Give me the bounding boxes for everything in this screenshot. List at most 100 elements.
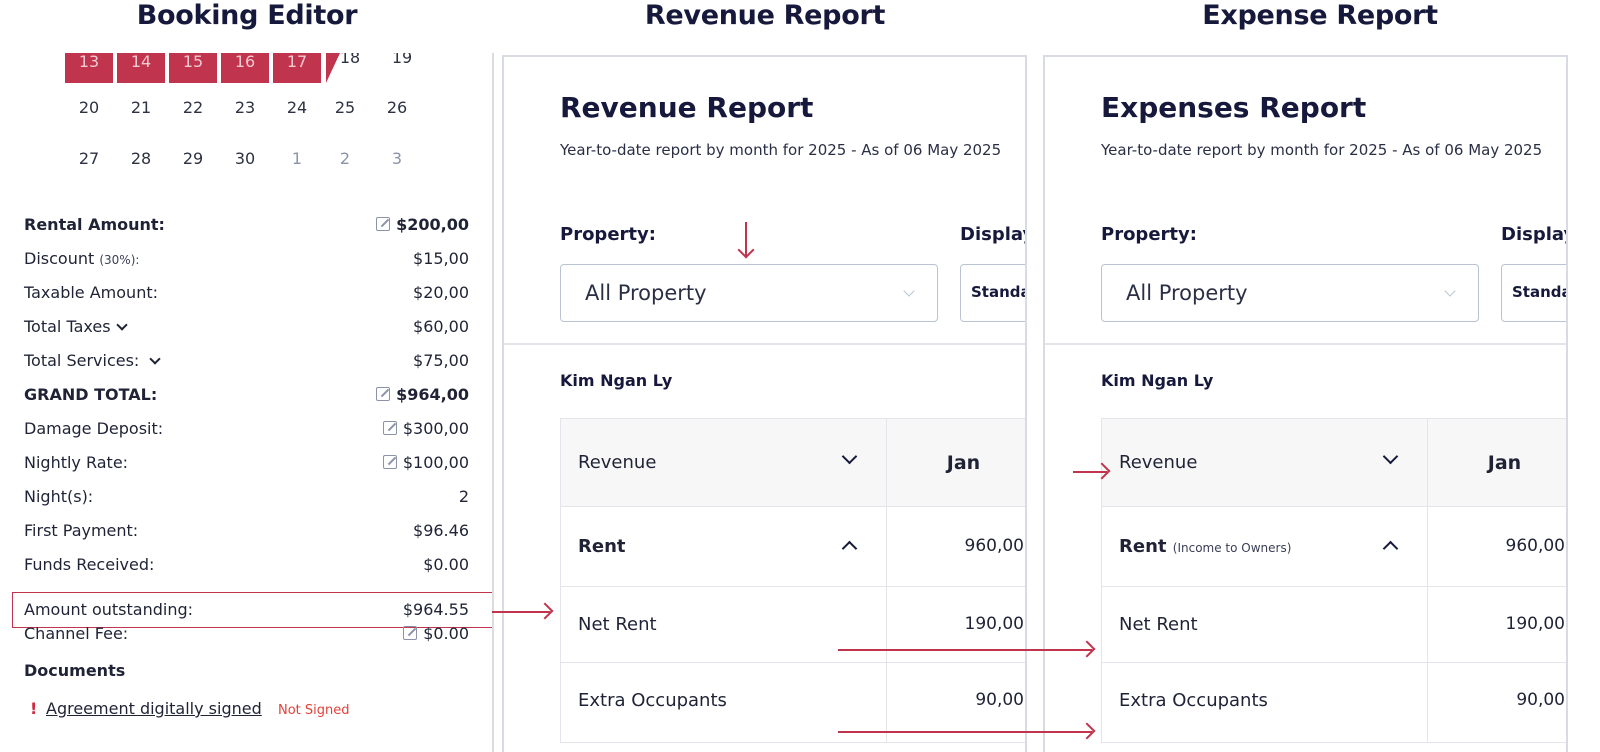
calendar-day[interactable]: 27: [78, 149, 100, 168]
first-payment-value: $96.46: [413, 521, 469, 540]
total-services-row[interactable]: Total Services: $75,00: [24, 346, 469, 376]
documents-row: Documents: [24, 656, 469, 686]
checkout-flag-icon: [326, 53, 340, 83]
rental-amount-value: $200,00: [396, 215, 469, 234]
calendar-day[interactable]: 22: [182, 98, 204, 117]
property-select[interactable]: All Property: [560, 264, 938, 322]
total-taxes-row[interactable]: Total Taxes $60,00: [24, 312, 469, 342]
nightly-rate-label: Nightly Rate:: [24, 453, 129, 472]
calendar-day-selected[interactable]: 15: [169, 53, 217, 83]
row-label: Extra Occupants: [578, 690, 727, 711]
calendar-day[interactable]: 24: [286, 98, 308, 117]
funds-received-value: $0.00: [423, 555, 469, 574]
property-label: Property:: [560, 224, 656, 245]
section-divider: [504, 343, 1025, 345]
annotation-arrow-right: [838, 649, 1092, 651]
chevron-up-icon[interactable]: [1382, 540, 1399, 557]
row-value: 960,00: [1505, 536, 1565, 556]
edit-icon[interactable]: [376, 387, 391, 401]
chevron-down-icon[interactable]: [149, 353, 161, 365]
amount-outstanding-label: Amount outstanding:: [24, 600, 194, 619]
calendar-day-selected[interactable]: 16: [221, 53, 269, 83]
display-label: Display: [1501, 224, 1568, 245]
chevron-down-icon[interactable]: [1382, 448, 1399, 465]
grand-total-value: $964,00: [396, 385, 469, 404]
table-row: Extra Occupants 90,00: [1101, 663, 1566, 743]
booking-editor-heading: Booking Editor: [136, 0, 358, 31]
row-label: Extra Occupants: [1119, 690, 1268, 711]
calendar-day[interactable]: 21: [130, 98, 152, 117]
chevron-down-icon[interactable]: [115, 319, 128, 331]
property-select[interactable]: All Property: [1101, 264, 1479, 322]
calendar-day[interactable]: 25: [334, 98, 356, 117]
calendar-day-next-month[interactable]: 3: [391, 149, 403, 168]
total-taxes-value: $60,00: [413, 317, 469, 336]
channel-fee-label: Channel Fee:: [24, 624, 129, 643]
row-label: Rent: [1119, 536, 1167, 557]
nights-value: 2: [458, 487, 469, 506]
total-taxes-label: Total Taxes: [24, 317, 111, 336]
calendar-day[interactable]: 28: [130, 149, 152, 168]
revenue-report-subtitle: Year-to-date report by month for 2025 - …: [560, 141, 1002, 159]
row-value: 90,00: [1516, 690, 1565, 710]
row-label: Rent: [578, 536, 626, 557]
chevron-down-icon[interactable]: [841, 448, 858, 465]
expense-report-heading: Expense Report: [1202, 0, 1438, 31]
calendar-day[interactable]: 20: [78, 98, 100, 117]
row-value: 190,00: [964, 614, 1024, 634]
edit-icon[interactable]: [382, 421, 397, 435]
section-divider: [1045, 343, 1566, 345]
row-value: 190,00: [1505, 614, 1565, 634]
calendar-day-selected[interactable]: 14: [117, 53, 165, 83]
display-select[interactable]: Standard: [960, 264, 1025, 322]
calendar-day[interactable]: 29: [182, 149, 204, 168]
discount-label: Discount: [24, 249, 95, 268]
calendar-day[interactable]: 19: [391, 53, 413, 67]
outstanding-highlight: [12, 592, 492, 628]
display-select-value: Standard: [1512, 283, 1566, 301]
calendar-day-next-month[interactable]: 1: [291, 149, 303, 168]
row-label: Net Rent: [1119, 614, 1198, 635]
revenue-report-title: Revenue Report: [560, 91, 814, 124]
property-select-value: All Property: [585, 281, 707, 305]
owner-name: Kim Ngan Ly: [560, 371, 673, 390]
row-note: (Income to Owners): [1172, 541, 1292, 555]
calendar-day[interactable]: 23: [234, 98, 256, 117]
booking-editor-panel: 13 14 15 16 17 18 19 20 21 22 23 24 25 2…: [0, 53, 494, 752]
annotation-arrow-right: [838, 731, 1092, 733]
warning-icon: !: [30, 699, 38, 718]
display-select-value: Standard: [971, 283, 1025, 301]
calendar-day-selected[interactable]: 17: [273, 53, 321, 83]
month-column-header: Jan: [946, 452, 981, 474]
annotation-arrow-down: [745, 222, 747, 256]
agreement-link[interactable]: Agreement digitally signed: [46, 699, 262, 718]
edit-icon[interactable]: [376, 217, 391, 231]
table-row: Net Rent 190,00: [1101, 587, 1566, 663]
damage-deposit-row: Damage Deposit: $300,00: [24, 414, 469, 444]
display-label: Display: [960, 224, 1027, 245]
chevron-down-icon: [903, 285, 915, 297]
nightly-rate-value: $100,00: [402, 453, 469, 472]
agreement-status: Not Signed: [278, 703, 350, 718]
expense-report-subtitle: Year-to-date report by month for 2025 - …: [1101, 141, 1543, 159]
grand-total-row: GRAND TOTAL: $964,00: [24, 380, 469, 410]
revenue-column-header: Revenue: [578, 452, 657, 473]
taxable-amount-label: Taxable Amount:: [24, 283, 158, 302]
table-header-row: Revenue Jan: [560, 418, 1025, 507]
calendar-day-selected[interactable]: 13: [65, 53, 113, 83]
edit-icon[interactable]: [382, 455, 397, 469]
total-services-value: $75,00: [413, 351, 469, 370]
calendar-day-next-month[interactable]: 2: [339, 149, 351, 168]
nights-label: Night(s):: [24, 487, 94, 506]
calendar-day[interactable]: 26: [386, 98, 408, 117]
edit-icon[interactable]: [403, 626, 418, 640]
property-label: Property:: [1101, 224, 1197, 245]
nights-row: Night(s): 2: [24, 482, 469, 512]
chevron-up-icon[interactable]: [841, 540, 858, 557]
display-select[interactable]: Standard: [1501, 264, 1566, 322]
chevron-down-icon: [1444, 285, 1456, 297]
calendar-day[interactable]: 30: [234, 149, 256, 168]
expense-report-title: Expenses Report: [1101, 91, 1367, 124]
annotation-arrow-right: [492, 611, 550, 613]
calendar-day[interactable]: 18: [339, 53, 361, 67]
